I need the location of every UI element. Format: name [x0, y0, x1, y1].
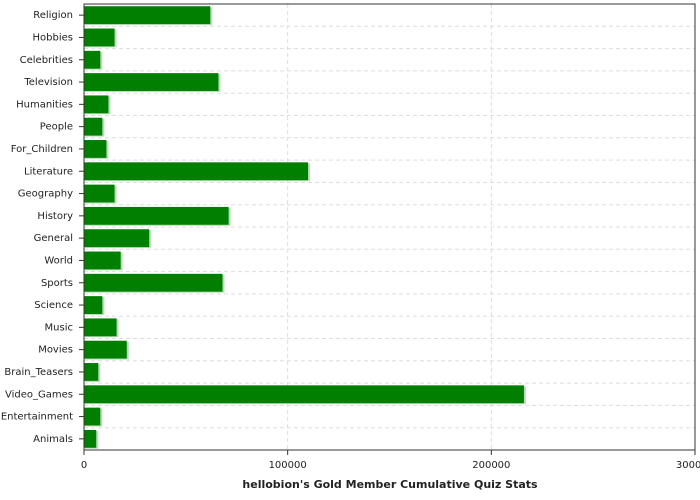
bar: [84, 140, 107, 158]
bar: [84, 28, 115, 47]
y-tick-label: General: [34, 233, 73, 244]
x-axis-label: hellobion's Gold Member Cumulative Quiz …: [242, 478, 538, 491]
y-tick-label: Celebrities: [20, 55, 73, 66]
x-tick-label: 100000: [269, 460, 307, 471]
y-tick-label: Humanities: [16, 99, 73, 110]
y-tick-label: People: [40, 122, 73, 133]
y-tick-label: Entertainment: [1, 412, 73, 423]
y-tick-label: For_Children: [11, 144, 73, 155]
y-tick-label: World: [44, 255, 73, 266]
y-tick-label: Science: [34, 300, 73, 311]
y-tick-label: Movies: [38, 345, 73, 356]
x-tick-label: 200000: [472, 460, 510, 471]
bar: [84, 229, 150, 248]
y-tick-label: History: [37, 211, 73, 222]
bar: [84, 251, 121, 270]
y-tick-label: Religion: [33, 10, 73, 21]
bar: [84, 340, 127, 359]
bar: [84, 206, 229, 225]
bar: [84, 363, 99, 381]
bar: [84, 117, 103, 136]
bar: [84, 73, 219, 91]
x-tick-label: 0: [81, 460, 87, 471]
bar: [84, 273, 223, 292]
y-tick-label: Television: [23, 77, 73, 88]
y-tick-label: Literature: [24, 166, 73, 177]
y-tick-label: Sports: [41, 278, 73, 289]
bar: [84, 184, 115, 203]
y-tick-label: Hobbies: [33, 32, 73, 43]
bar: [84, 95, 109, 114]
bar: [84, 385, 524, 404]
bar: [84, 429, 97, 448]
bar: [84, 50, 101, 69]
x-tick-label: 300000: [676, 460, 700, 471]
y-tick-label: Music: [45, 322, 73, 333]
bar: [84, 6, 211, 25]
y-tick-label: Video_Games: [5, 389, 73, 400]
bar: [84, 407, 101, 426]
bar: [84, 318, 117, 337]
bar: [84, 162, 309, 181]
plot-frame: [83, 3, 696, 451]
bar: [84, 296, 103, 314]
y-tick-label: Brain_Teasers: [4, 367, 73, 378]
y-tick-label: Animals: [33, 434, 73, 445]
y-tick-label: Geography: [18, 189, 73, 200]
